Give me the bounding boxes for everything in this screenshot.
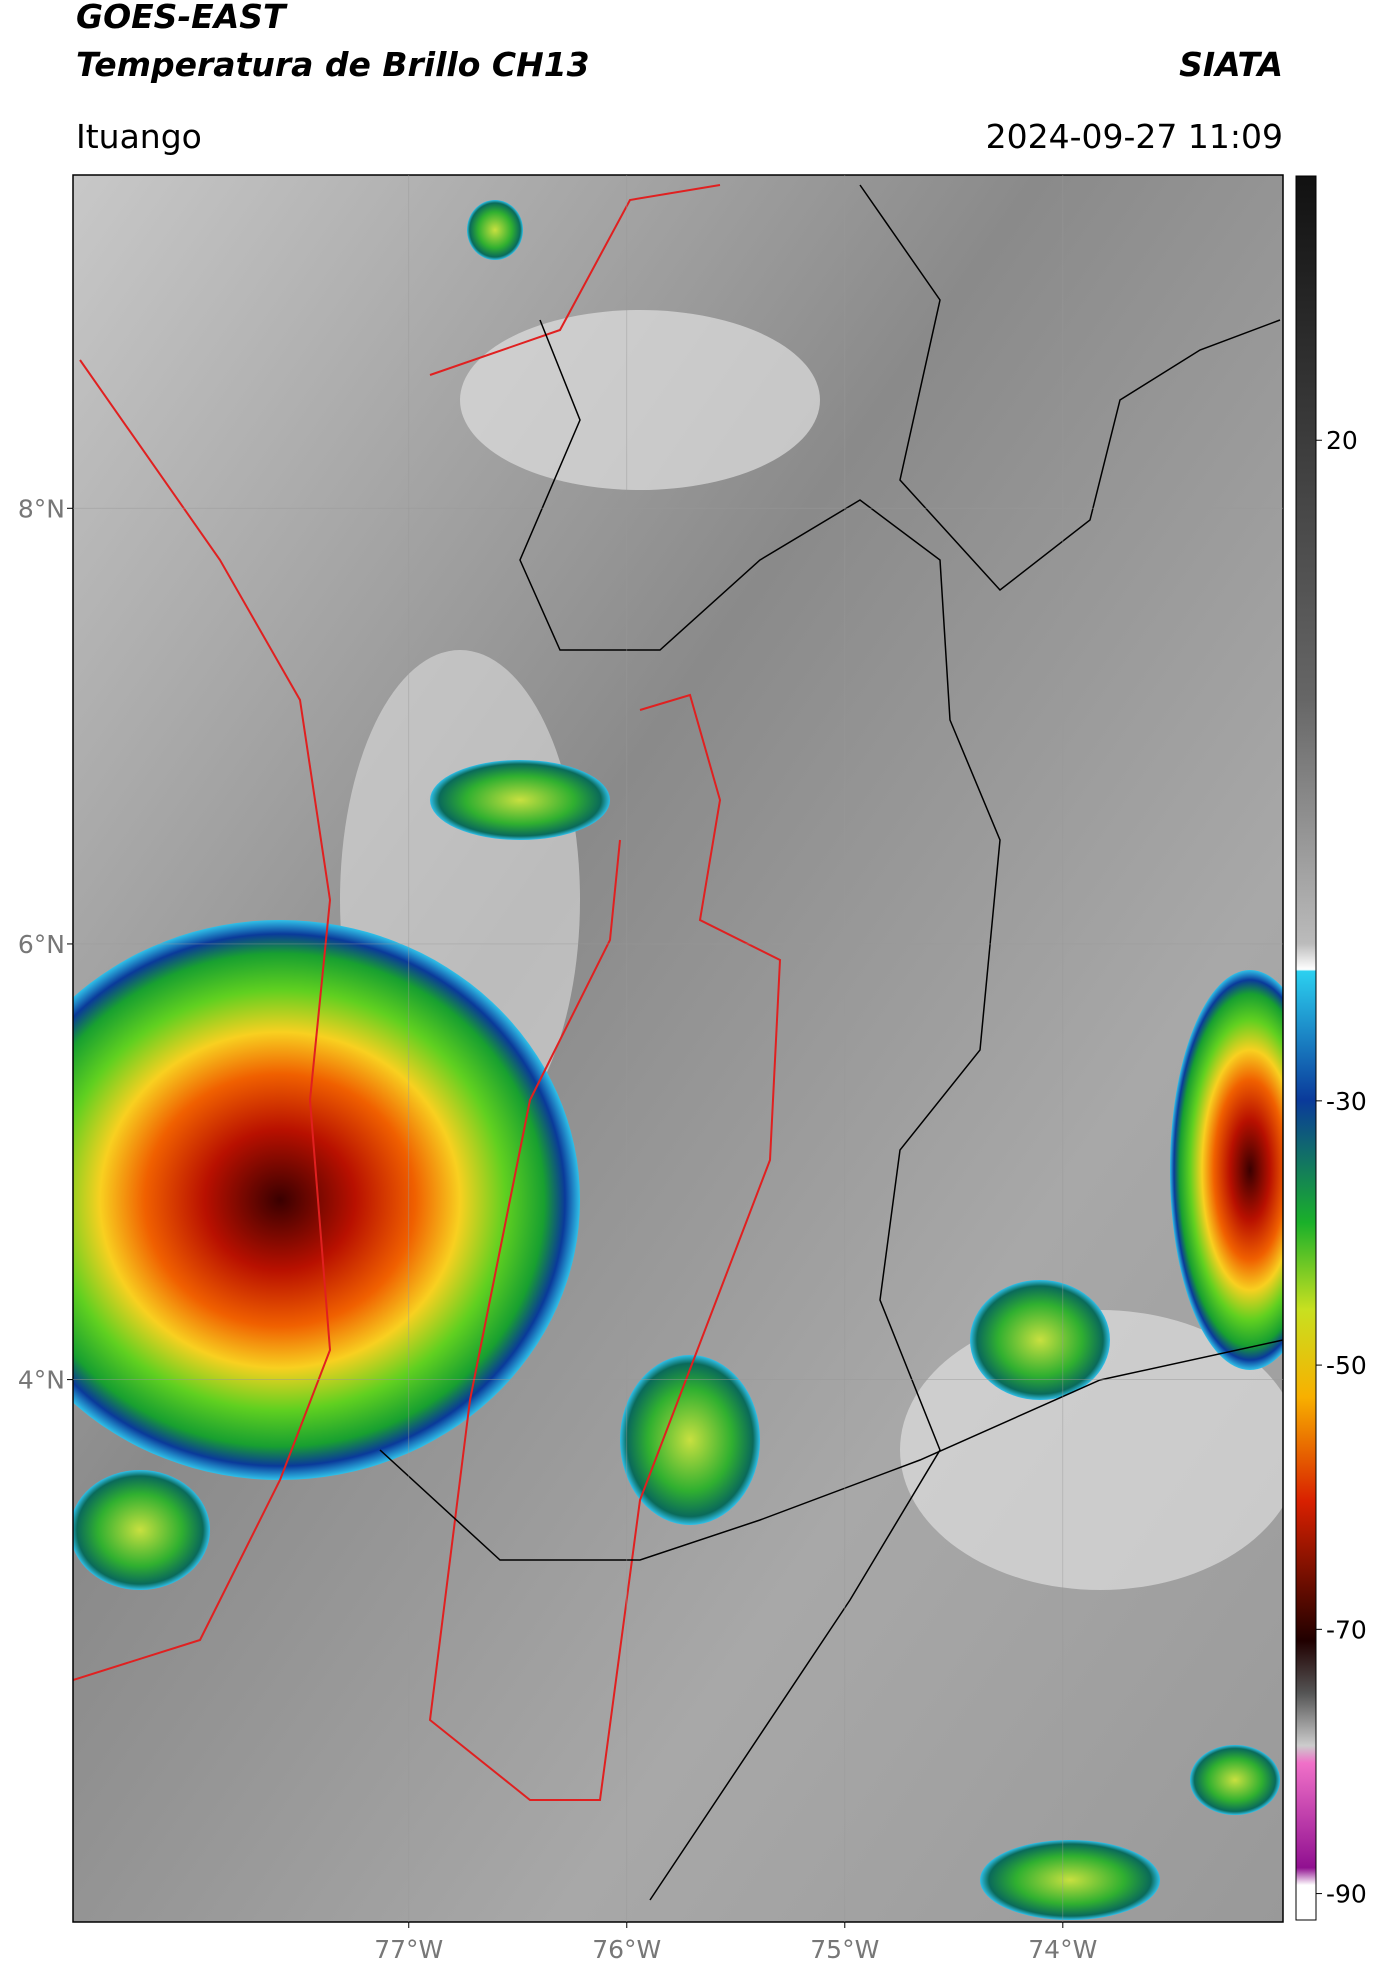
lat-tick-label: 8°N — [18, 494, 65, 523]
lat-tick-label: 6°N — [18, 930, 65, 959]
lon-tick-label: 74°W — [1028, 1935, 1097, 1964]
lon-tick-label: 76°W — [592, 1935, 661, 1964]
lon-tick-label: 77°W — [374, 1935, 443, 1964]
lon-tick-label: 75°W — [810, 1935, 879, 1964]
lat-tick-label: 4°N — [18, 1366, 65, 1395]
location: Ituango — [76, 117, 202, 156]
map-frame — [72, 174, 1284, 1923]
colorbar-tick-label: 20 — [1326, 426, 1358, 455]
colorbar-tick-label: -90 — [1326, 1880, 1367, 1909]
colorbar-tick-label: -30 — [1326, 1087, 1367, 1116]
title: GOES-EAST — [76, 0, 288, 36]
colorbar-tick-label: -50 — [1326, 1351, 1367, 1380]
colorbar — [1295, 175, 1317, 1921]
subtitle: Temperatura de Brillo CH13 — [76, 45, 590, 84]
map-image — [73, 175, 1283, 1922]
agency: SIATA — [1179, 45, 1283, 84]
datetime: 2024-09-27 11:09 — [986, 117, 1283, 156]
colorbar-tick-label: -70 — [1326, 1615, 1367, 1644]
